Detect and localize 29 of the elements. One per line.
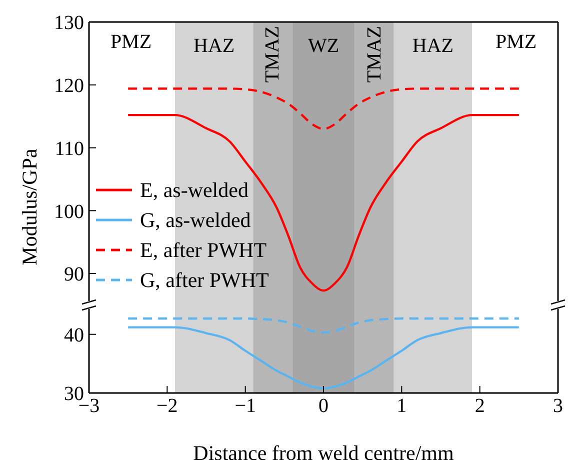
legend-label: G, as-welded xyxy=(140,208,251,232)
x-tick-label: −2 xyxy=(156,395,178,418)
band-label: HAZ xyxy=(194,35,235,57)
legend-label: E, as-welded xyxy=(140,178,248,202)
legend-label: G, after PWHT xyxy=(140,268,269,292)
line-series xyxy=(126,317,520,334)
x-tick-label: 2 xyxy=(474,395,485,418)
x-tick-label: 0 xyxy=(318,395,328,418)
line-series xyxy=(126,88,520,130)
line-series xyxy=(126,326,520,390)
x-tick-label: 1 xyxy=(396,395,407,418)
band-label: TMAZ xyxy=(363,26,386,83)
y-tick-label: 100 xyxy=(54,200,84,223)
band-label: WZ xyxy=(308,35,340,57)
annotation: PMZ xyxy=(109,31,153,54)
y-tick-label: 90 xyxy=(64,264,84,286)
y-tick-label: 110 xyxy=(54,138,84,160)
legend-label: E, after PWHT xyxy=(140,238,267,262)
y-tick-label: 120 xyxy=(54,74,84,97)
y-axis-title: Modulus/GPa xyxy=(18,148,42,266)
x-tick-label: 3 xyxy=(553,395,563,418)
band-label: HAZ xyxy=(412,35,454,57)
y-tick-label: 40 xyxy=(64,324,84,346)
y-tick-label: 130 xyxy=(54,12,84,34)
band-label: TMAZ xyxy=(262,26,284,83)
x-axis-title: Distance from weld centre/mm xyxy=(193,441,454,460)
x-tick-label: −1 xyxy=(234,395,256,418)
line-series xyxy=(126,114,520,292)
annotation: PMZ xyxy=(494,31,538,54)
